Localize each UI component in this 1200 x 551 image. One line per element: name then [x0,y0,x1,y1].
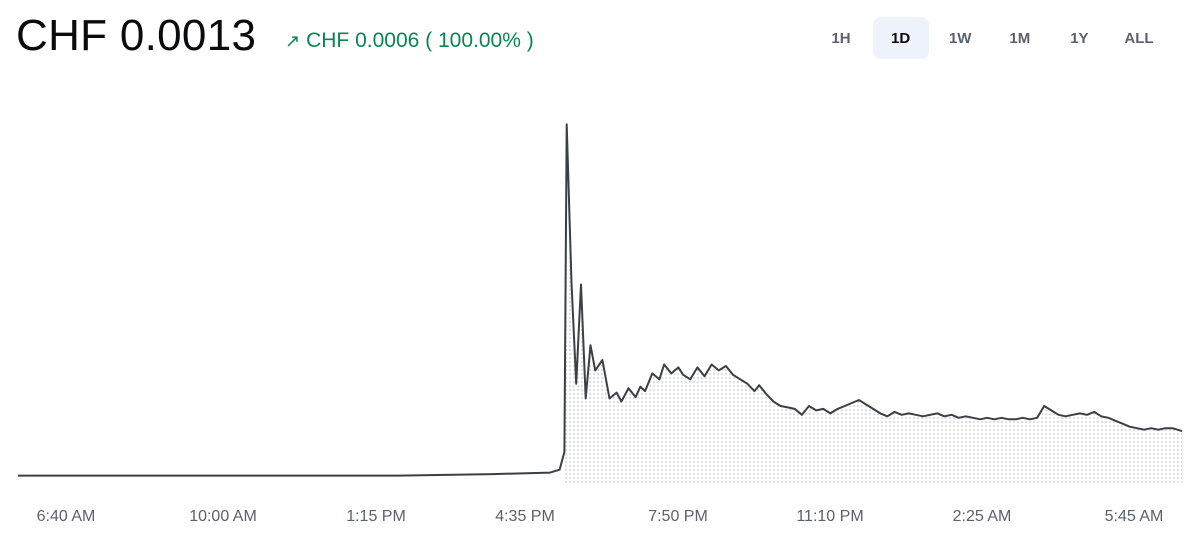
range-1h-button[interactable]: 1H [813,17,869,59]
range-1m-button[interactable]: 1M [992,17,1048,59]
x-tick-label: 11:10 PM [796,508,863,525]
x-tick-label: 5:45 AM [1105,508,1164,525]
x-tick-label: 7:50 PM [648,508,708,525]
range-1d-button[interactable]: 1D [872,17,929,59]
time-range-selector: 1H 1D 1W 1M 1Y ALL [813,17,1171,59]
price-change-text: CHF 0.0006 ( 100.00% ) [306,29,534,52]
x-tick-label: 6:40 AM [37,508,96,525]
range-1y-button[interactable]: 1Y [1051,17,1107,59]
current-price: CHF 0.0013 [16,11,257,60]
x-tick-label: 1:15 PM [346,508,406,525]
x-tick-label: 2:25 AM [953,508,1012,525]
price-line [18,123,1183,477]
x-tick-label: 10:00 AM [189,508,257,525]
arrow-up-right-icon: ↗ [285,31,301,51]
price-change: ↗ CHF 0.0006 ( 100.00% ) [285,28,534,54]
range-1w-button[interactable]: 1W [932,17,988,59]
price-area-fill [564,124,1182,484]
x-axis: 6:40 AM 10:00 AM 1:15 PM 4:35 PM 7:50 PM 11:1… [37,508,1164,525]
range-all-button[interactable]: ALL [1111,17,1167,59]
x-tick-label: 4:35 PM [495,508,555,525]
